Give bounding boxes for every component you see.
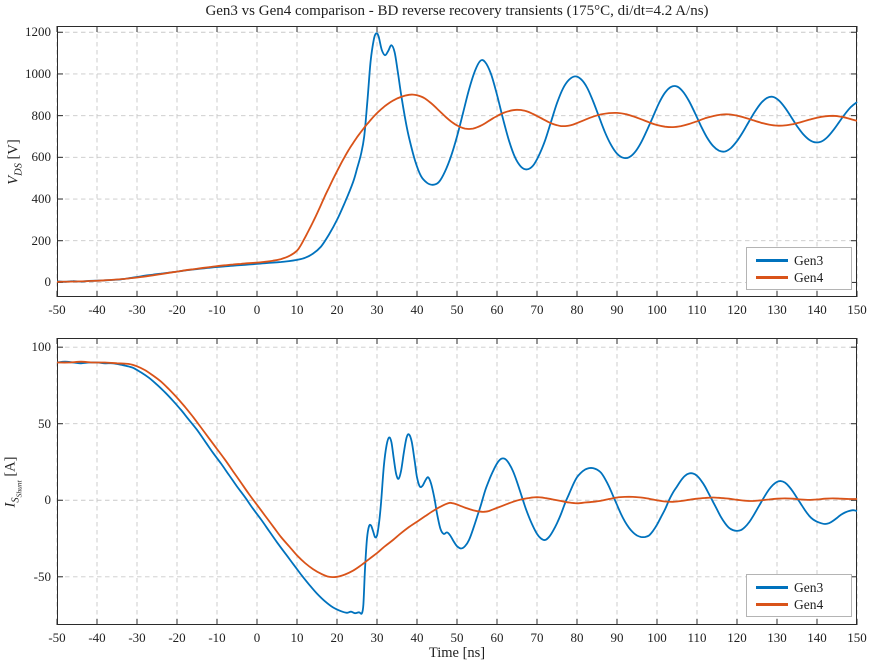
x-tick-label: 70 [530,630,544,645]
y-tick-label: 1000 [25,65,51,81]
legend-label-gen3: Gen3 [794,253,824,268]
x-tick-label: 80 [570,630,584,645]
gen4-line-swatch [756,276,788,279]
x-tick-label: 150 [847,302,867,317]
x-tick-label: 140 [807,630,827,645]
x-tick-label: -40 [88,630,106,645]
x-tick-label: -50 [48,630,66,645]
top-panel-plot [56,26,858,297]
x-tick-label: -40 [88,302,106,317]
x-tick-label: 70 [530,302,544,317]
y-tick-label: 0 [44,492,52,508]
legend-label-gen3: Gen3 [794,580,824,595]
y-tick-label: 800 [31,107,52,123]
legend-label-gen4: Gen4 [794,597,824,612]
legend-item-gen3: Gen3 [756,252,851,269]
x-tick-label: 150 [847,630,867,645]
x-tick-label: -50 [48,302,66,317]
curve-gen4 [56,93,858,283]
x-tick-label: -20 [168,302,186,317]
x-tick-label: 110 [687,302,707,317]
gen3-line-swatch [756,259,788,262]
x-tick-label: 130 [767,302,787,317]
x-tick-label: -30 [128,302,146,317]
x-tick-label: -10 [208,302,226,317]
x-tick-label: 90 [610,630,624,645]
gen3-line-swatch [756,586,788,589]
x-tick-label: 0 [253,302,261,317]
x-tick-label: 90 [610,302,624,317]
x-tick-label: 120 [727,630,747,645]
x-tick-label: -10 [208,630,226,645]
curve-gen4 [56,360,858,579]
curve-gen3 [56,360,858,615]
x-tick-label: 80 [570,302,584,317]
x-tick-label: 50 [450,630,464,645]
y-tick-label: 600 [31,149,52,165]
y-tick-label: 1200 [25,24,51,40]
x-tick-label: 40 [410,302,424,317]
x-tick-label: 10 [290,630,304,645]
x-tick-label: -20 [168,630,186,645]
x-tick-label: 20 [330,302,344,317]
curve-gen3 [56,32,858,283]
x-tick-label: 140 [807,302,827,317]
x-tick-label: 10 [290,302,304,317]
x-tick-label: 30 [370,302,384,317]
y-label-var: V [5,175,22,185]
x-axis-label: Time [ns] [428,645,486,661]
x-tick-label: 100 [647,302,667,317]
bottom-legend: Gen3 Gen4 [746,574,852,617]
y-tick-label: 50 [38,415,51,431]
bottom-panel-plot [56,338,858,625]
top-legend: Gen3 Gen4 [746,247,852,290]
x-tick-label: 110 [687,630,707,645]
x-tick-label: 130 [767,630,787,645]
x-tick-label: -30 [128,630,146,645]
x-tick-label: 60 [490,302,504,317]
x-tick-label: 60 [490,630,504,645]
y-tick-label: 200 [31,232,52,248]
x-tick-label: 0 [253,630,261,645]
x-tick-label: 40 [410,630,424,645]
y-label-unit: [A] [2,456,19,477]
y-tick-label: 0 [44,274,52,290]
y-tick-label: 400 [31,191,52,207]
x-tick-label: 120 [727,302,747,317]
x-tick-label: 100 [647,630,667,645]
legend-label-gen4: Gen4 [794,270,824,285]
figure-title: Gen3 vs Gen4 comparison - BD reverse rec… [205,3,709,19]
gen4-line-swatch [756,603,788,606]
y-tick-label: -50 [33,568,51,584]
legend-item-gen4: Gen4 [756,269,851,286]
legend-item-gen4: Gen4 [756,596,851,613]
x-tick-label: 50 [450,302,464,317]
legend-item-gen3: Gen3 [756,579,851,596]
x-tick-label: 20 [330,630,344,645]
y-tick-label: 100 [31,339,52,355]
x-tick-label: 30 [370,630,384,645]
